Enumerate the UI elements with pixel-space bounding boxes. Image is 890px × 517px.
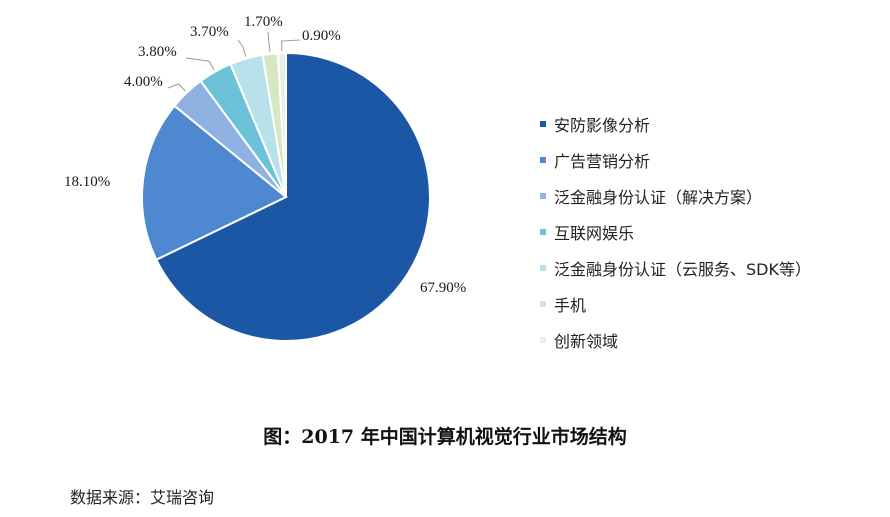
legend-item: 安防影像分析 [540, 106, 811, 142]
pie-slice [155, 51, 431, 342]
slice-label: 67.90% [420, 280, 466, 296]
legend-label: 泛金融身份认证（解决方案） [554, 188, 763, 207]
legend-label: 创新领域 [554, 332, 619, 351]
leader-line [267, 31, 271, 52]
legend-label: 广告营销分析 [554, 152, 651, 171]
legend-item: 互联网娱乐 [540, 214, 811, 250]
slice-label: 0.90% [302, 28, 341, 44]
legend-swatch [540, 157, 546, 163]
slice-label: 4.00% [124, 74, 163, 90]
legend-item: 广告营销分析 [540, 142, 811, 178]
legend-swatch [540, 265, 546, 271]
chart-caption: 图：2017 年中国计算机视觉行业市场结构 [263, 426, 627, 448]
leader-line [185, 57, 215, 71]
legend-label: 安防影像分析 [554, 116, 651, 135]
legend-swatch [540, 337, 546, 343]
legend-label: 手机 [554, 296, 587, 315]
slice-label: 3.70% [190, 24, 229, 40]
slice-label: 3.80% [138, 44, 177, 60]
chart-legend: 安防影像分析 广告营销分析泛金融身份认证（解决方案） 互联网娱乐泛金融身份认证（云服… [540, 106, 811, 358]
pie-chart: 67.90% 18.10% 4.00% 3.80% 3.70% 1.70% 0.90% [64, 14, 466, 342]
legend-swatch [540, 193, 546, 199]
leader-line [237, 39, 247, 57]
legend-swatch [540, 229, 546, 235]
legend-item: 泛金融身份认证（云服务、SDK等） [540, 250, 811, 286]
legend-label: 互联网娱乐 [554, 224, 635, 243]
leader-line [167, 83, 186, 92]
legend-swatch [540, 301, 546, 307]
legend-item: 手机 [540, 286, 811, 322]
data-source: 数据来源：艾瑞咨询 [70, 488, 215, 507]
slice-label: 1.70% [244, 14, 283, 30]
legend-swatch [540, 121, 546, 127]
legend-item: 创新领域 [540, 322, 811, 358]
legend-item: 泛金融身份认证（解决方案） [540, 178, 811, 214]
slice-label: 18.10% [64, 174, 110, 190]
legend-label: 泛金融身份认证（云服务、SDK等） [554, 260, 811, 279]
pie-slice [276, 51, 287, 198]
leader-line [281, 39, 301, 52]
pie-slice [141, 104, 288, 262]
